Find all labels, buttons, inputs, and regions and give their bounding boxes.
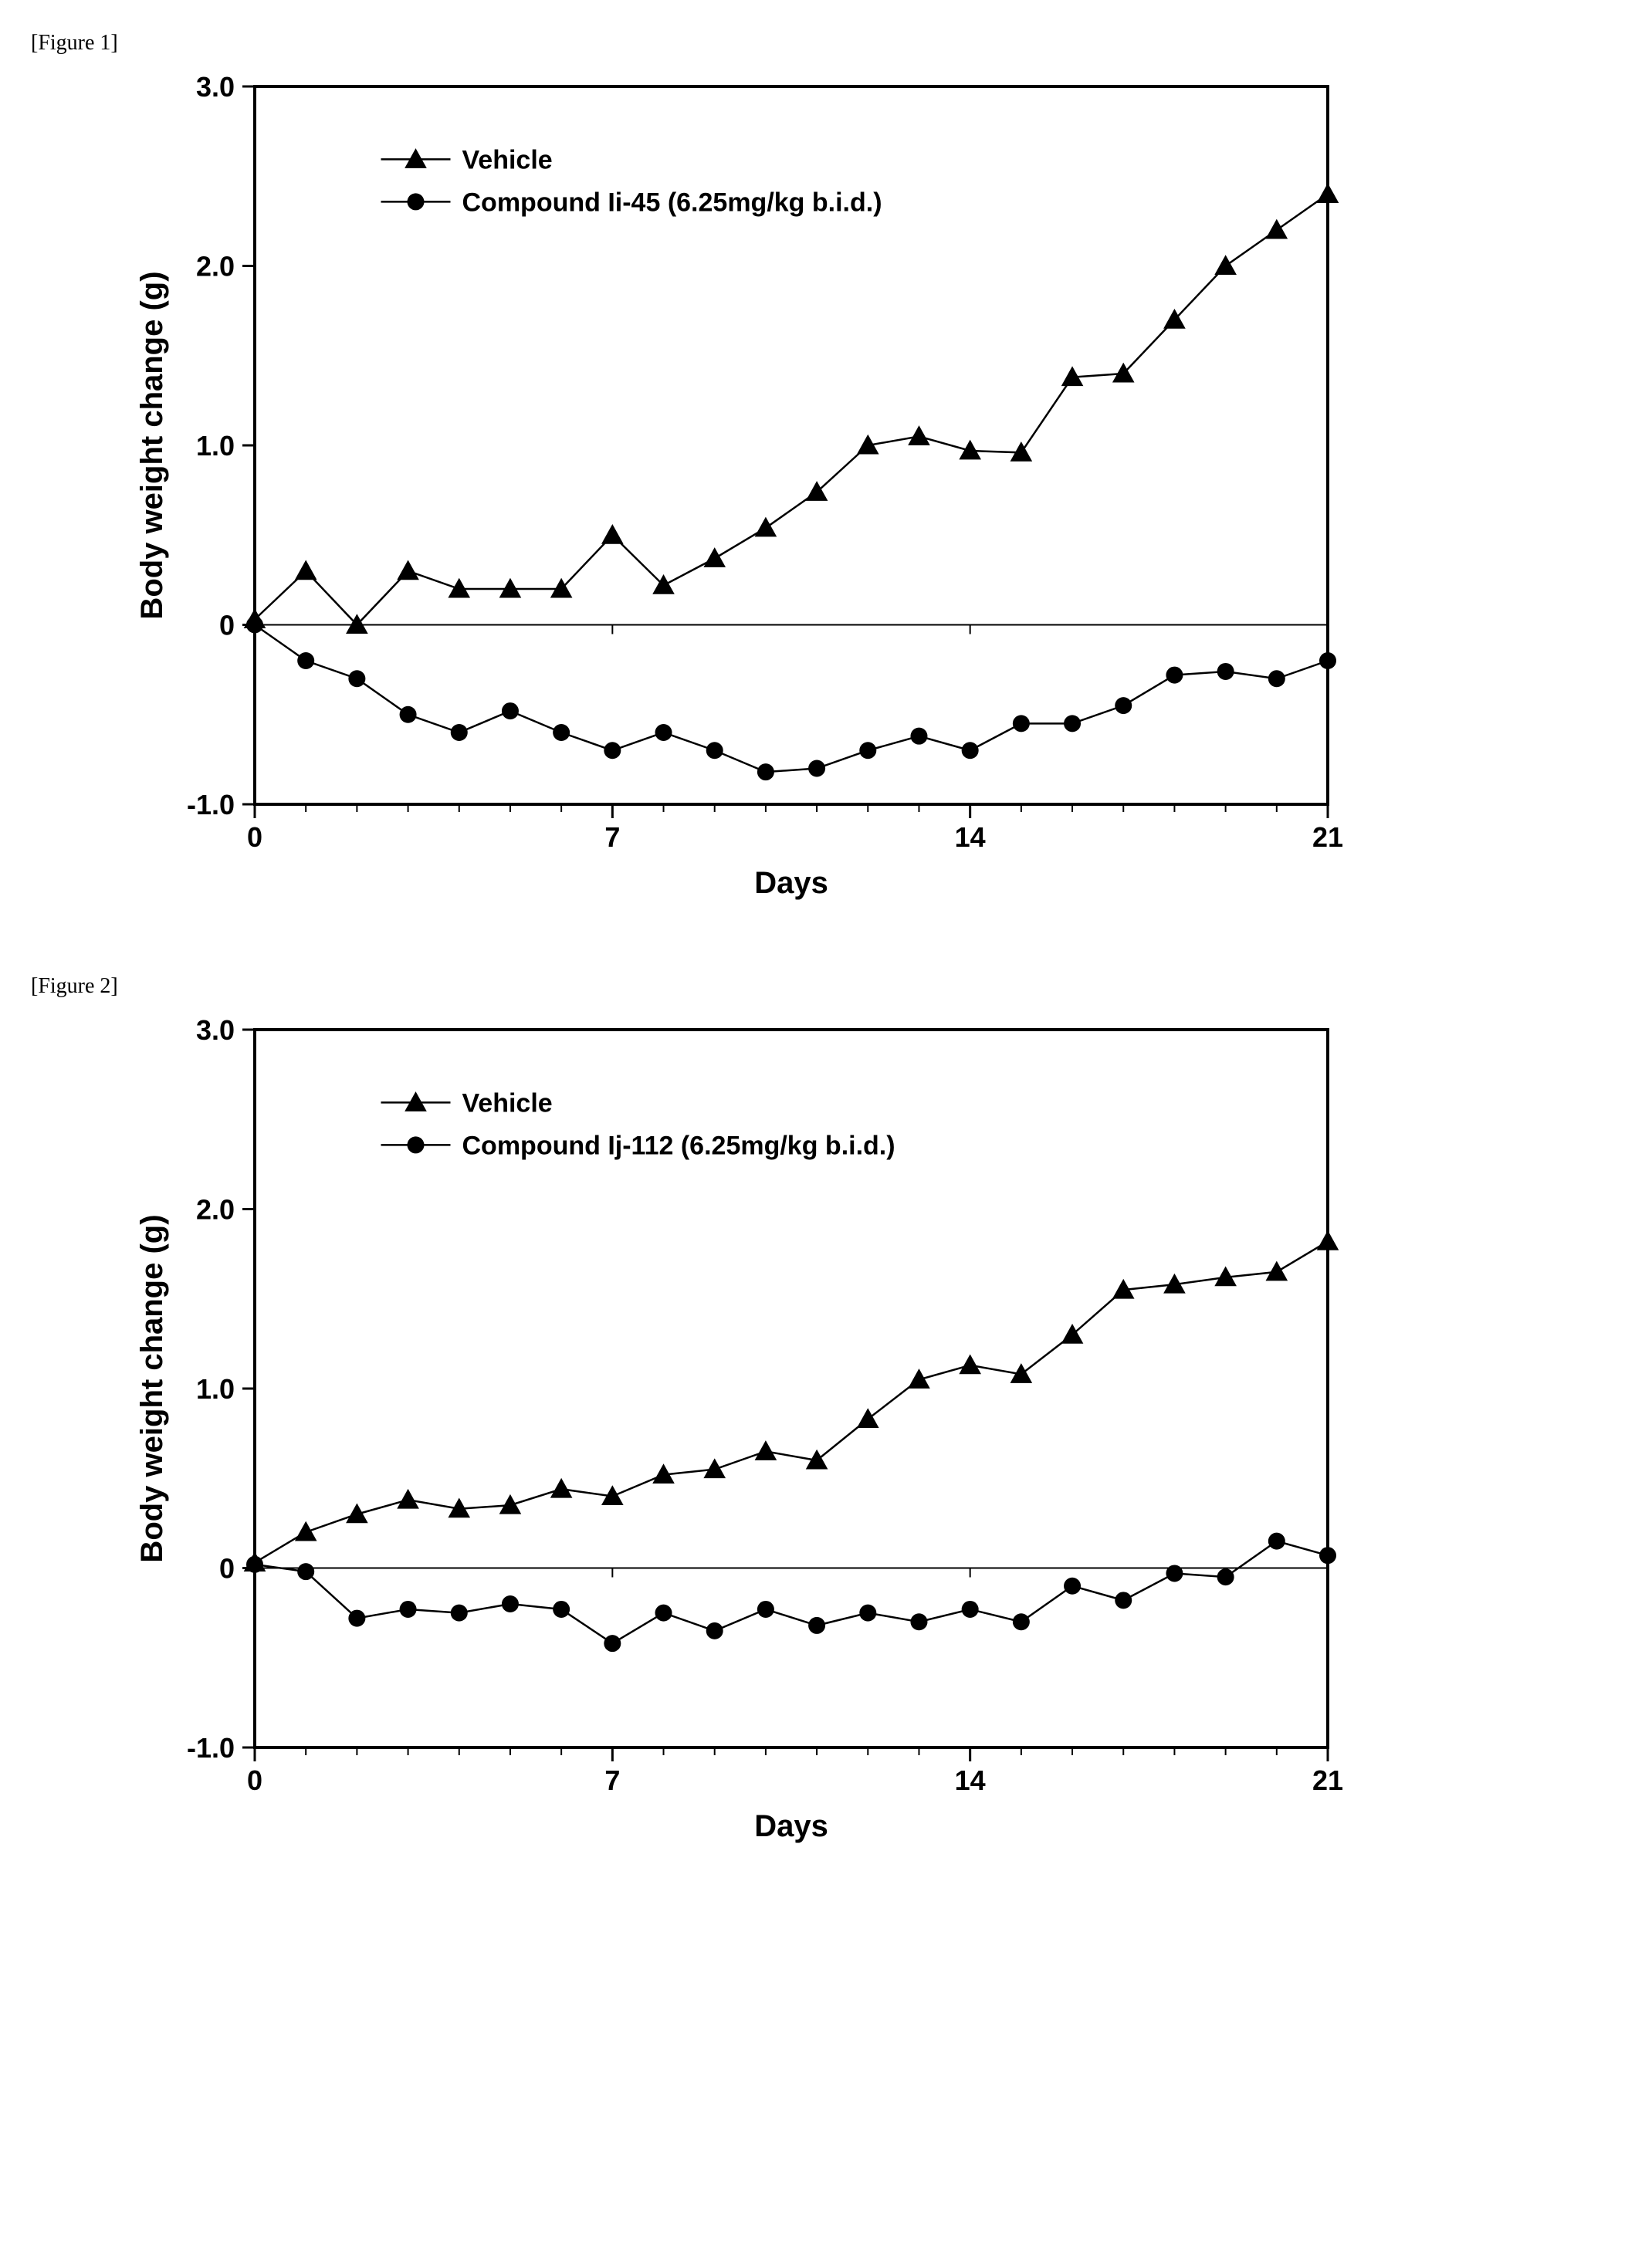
y-tick-label: 0 — [219, 610, 235, 641]
chart: -1.0 0 1.0 2.0 3.0 0 7 14 21 Days Body weight chan… — [124, 1007, 1359, 1856]
circle-marker-icon — [962, 1601, 979, 1618]
x-tick-label: 21 — [1312, 821, 1343, 853]
legend-label: Compound Ii-45 (6.25mg/kg b.i.d.) — [462, 188, 882, 217]
circle-marker-icon — [297, 1563, 314, 1580]
circle-marker-icon — [502, 1595, 519, 1612]
x-axis-label: Days — [754, 1809, 828, 1843]
circle-marker-icon — [910, 1613, 927, 1630]
circle-marker-icon — [604, 742, 621, 759]
circle-marker-icon — [962, 742, 979, 759]
legend-label: Compound Ij-112 (6.25mg/kg b.i.d.) — [462, 1131, 895, 1160]
circle-marker-icon — [706, 742, 723, 759]
figure-block-1: [Figure 2] -1.0 0 1.0 2.0 3.0 0 7 14 21 Days Body w… — [31, 974, 1621, 1856]
circle-marker-icon — [408, 193, 425, 210]
chart: -1.0 0 1.0 2.0 3.0 0 7 14 21 Days Body weight chan… — [124, 63, 1359, 912]
circle-marker-icon — [400, 1601, 417, 1618]
y-tick-label: 2.0 — [196, 251, 235, 282]
y-tick-label: 3.0 — [196, 71, 235, 103]
x-tick-label: 7 — [604, 821, 620, 853]
y-axis-label: Body weight change (g) — [135, 271, 169, 619]
circle-marker-icon — [451, 1605, 468, 1622]
circle-marker-icon — [706, 1622, 723, 1639]
circle-marker-icon — [859, 742, 876, 759]
circle-marker-icon — [1268, 1533, 1285, 1550]
figure-label: [Figure 2] — [31, 974, 1621, 999]
legend-label: Vehicle — [462, 1088, 553, 1118]
y-tick-label: 3.0 — [196, 1014, 235, 1046]
circle-marker-icon — [757, 763, 774, 780]
circle-marker-icon — [297, 652, 314, 669]
circle-marker-icon — [655, 724, 672, 741]
circle-marker-icon — [655, 1605, 672, 1622]
figure-label: [Figure 1] — [31, 31, 1621, 56]
circle-marker-icon — [859, 1605, 876, 1622]
circle-marker-icon — [808, 1617, 825, 1634]
x-tick-label: 14 — [955, 821, 986, 853]
y-tick-label: 1.0 — [196, 1373, 235, 1405]
circle-marker-icon — [408, 1136, 425, 1153]
circle-marker-icon — [1217, 663, 1234, 680]
circle-marker-icon — [1319, 652, 1336, 669]
x-tick-label: 21 — [1312, 1764, 1343, 1796]
circle-marker-icon — [808, 760, 825, 777]
x-tick-label: 14 — [955, 1764, 986, 1796]
circle-marker-icon — [1064, 1578, 1081, 1595]
circle-marker-icon — [348, 670, 365, 687]
circle-marker-icon — [1166, 667, 1183, 684]
circle-marker-icon — [1064, 715, 1081, 732]
circle-marker-icon — [757, 1601, 774, 1618]
y-axis-label: Body weight change (g) — [135, 1214, 169, 1562]
x-axis-label: Days — [754, 866, 828, 900]
circle-marker-icon — [1115, 697, 1132, 714]
circle-marker-icon — [1166, 1565, 1183, 1582]
y-tick-label: -1.0 — [187, 1732, 235, 1764]
y-tick-label: -1.0 — [187, 789, 235, 820]
y-tick-label: 2.0 — [196, 1194, 235, 1226]
circle-marker-icon — [451, 724, 468, 741]
circle-marker-icon — [604, 1635, 621, 1652]
x-tick-label: 0 — [247, 1764, 262, 1796]
circle-marker-icon — [1268, 670, 1285, 687]
circle-marker-icon — [246, 617, 263, 634]
circle-marker-icon — [1013, 1613, 1030, 1630]
circle-marker-icon — [1319, 1547, 1336, 1564]
legend-label: Vehicle — [462, 145, 553, 174]
figure-block-0: [Figure 1] -1.0 0 1.0 2.0 3.0 0 7 14 21 Days Body w… — [31, 31, 1621, 912]
x-tick-label: 7 — [604, 1764, 620, 1796]
y-tick-label: 0 — [219, 1553, 235, 1585]
circle-marker-icon — [553, 1601, 570, 1618]
circle-marker-icon — [1013, 715, 1030, 732]
y-tick-label: 1.0 — [196, 430, 235, 462]
circle-marker-icon — [400, 706, 417, 723]
circle-marker-icon — [1217, 1568, 1234, 1585]
circle-marker-icon — [348, 1610, 365, 1627]
circle-marker-icon — [553, 724, 570, 741]
x-tick-label: 0 — [247, 821, 262, 853]
circle-marker-icon — [910, 728, 927, 745]
circle-marker-icon — [1115, 1592, 1132, 1609]
circle-marker-icon — [502, 702, 519, 719]
circle-marker-icon — [246, 1556, 263, 1573]
